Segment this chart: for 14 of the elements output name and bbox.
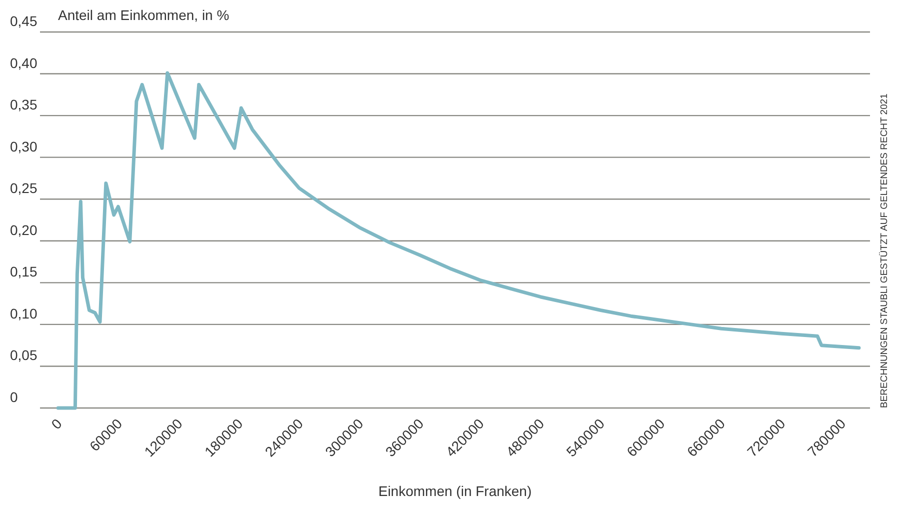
x-axis-title: Einkommen (in Franken) [378,483,532,499]
y-tick-label: 0,20 [10,222,38,238]
y-tick-label: 0,45 [10,13,38,29]
text: BERECHNUNGEN STAUBLI GESTÜTZT AUF GELTENDES RECHT 2021 [879,94,890,408]
y-tick-label: 0,15 [10,264,38,280]
y-tick-label: 0,10 [10,305,38,322]
y-tick-label: 0,25 [10,180,38,196]
y-tick-label: 0,30 [10,138,38,154]
y-tick-label: 0,05 [10,347,38,364]
y-tick-label: 0 [10,389,18,405]
y-tick-label: 0,35 [10,96,38,113]
y-tick-label: 0,40 [10,54,38,71]
x-tick-label: 0 [48,415,65,432]
y-axis-title: Anteil am Einkommen, in % [58,7,230,23]
